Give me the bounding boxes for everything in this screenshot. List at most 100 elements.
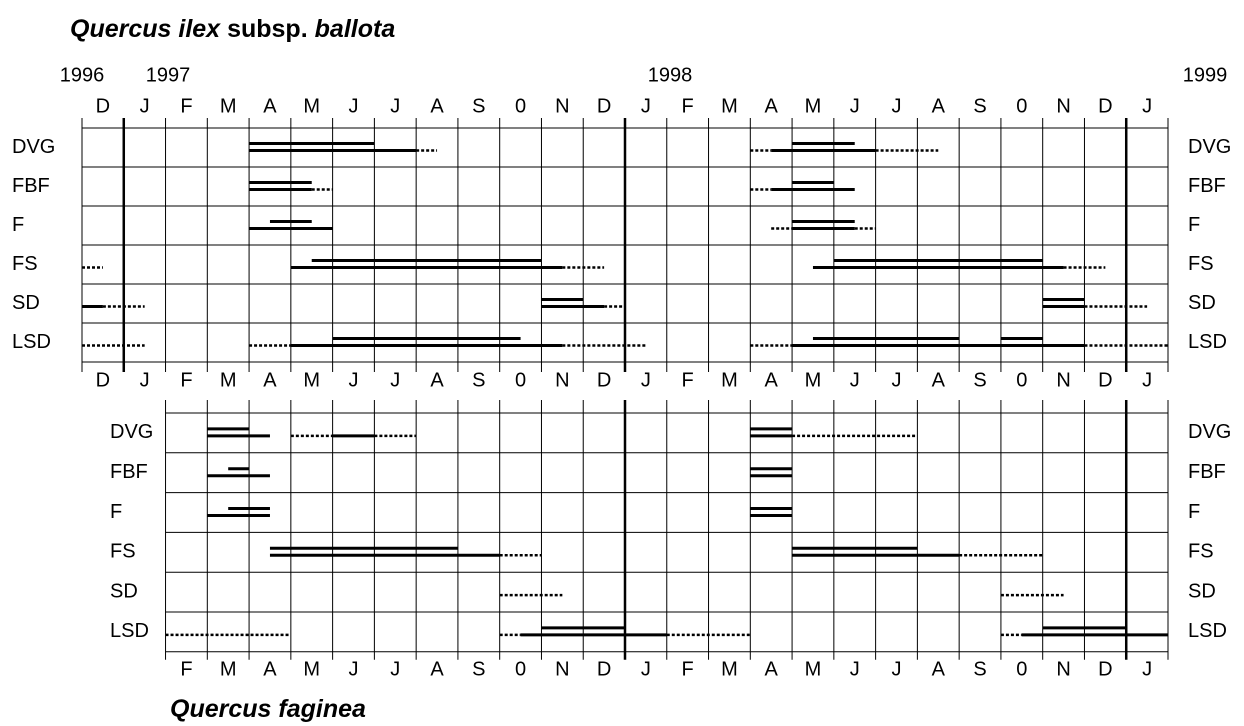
month-label: J	[850, 95, 860, 117]
row-label: FBF	[110, 461, 148, 483]
month-label: A	[430, 658, 444, 680]
month-label: J	[1142, 95, 1152, 117]
title-part: subsp.	[227, 15, 308, 43]
month-label: S	[472, 369, 485, 391]
month-label: N	[555, 369, 569, 391]
panel-title: Quercus faginea	[170, 695, 366, 723]
row-label: SD	[1188, 292, 1216, 314]
month-label: F	[180, 658, 192, 680]
row-label: DVG	[12, 136, 55, 158]
month-label: S	[973, 95, 986, 117]
month-label: J	[1142, 369, 1152, 391]
month-label: 0	[1016, 369, 1027, 391]
month-label: A	[765, 95, 779, 117]
month-label: D	[597, 95, 611, 117]
row-label: LSD	[12, 331, 51, 353]
month-label: J	[140, 369, 150, 391]
month-label: N	[1056, 658, 1070, 680]
month-label: 0	[1016, 658, 1027, 680]
month-label: F	[180, 369, 192, 391]
month-label: A	[430, 95, 444, 117]
month-label: J	[349, 95, 359, 117]
row-label: F	[12, 214, 24, 236]
title-part: Quercus faginea	[170, 695, 366, 723]
row-label: DVG	[1188, 421, 1231, 443]
month-label: A	[263, 95, 277, 117]
month-label: J	[349, 658, 359, 680]
month-label: A	[932, 658, 946, 680]
month-label: A	[430, 369, 444, 391]
month-label: A	[263, 658, 277, 680]
month-label: 0	[515, 95, 526, 117]
month-label: M	[805, 658, 822, 680]
month-label: J	[892, 95, 902, 117]
month-label: J	[892, 658, 902, 680]
month-label: F	[682, 658, 694, 680]
row-label: LSD	[1188, 620, 1227, 642]
month-label: A	[932, 95, 946, 117]
month-label: M	[721, 95, 738, 117]
title-part: Quercus ilex	[70, 15, 221, 43]
row-label: FBF	[1188, 175, 1226, 197]
row-label: SD	[1188, 580, 1216, 602]
month-label: S	[973, 658, 986, 680]
row-label: LSD	[110, 620, 149, 642]
month-label: F	[682, 369, 694, 391]
year-label: 1999	[1183, 64, 1228, 86]
month-label: M	[220, 369, 237, 391]
month-label: A	[932, 369, 946, 391]
month-label: 0	[1016, 95, 1027, 117]
month-label: J	[641, 95, 651, 117]
month-label: N	[1056, 95, 1070, 117]
year-label: 1997	[146, 64, 191, 86]
row-label: F	[110, 501, 122, 523]
panel-title: Quercus ilex subsp. ballota	[70, 15, 395, 43]
row-label: SD	[110, 580, 138, 602]
month-label: J	[390, 95, 400, 117]
row-label: FBF	[12, 175, 50, 197]
month-label: N	[1056, 369, 1070, 391]
row-label: LSD	[1188, 331, 1227, 353]
row-label: FS	[12, 253, 38, 275]
row-label: FS	[1188, 253, 1214, 275]
month-label: M	[721, 658, 738, 680]
row-label: FS	[110, 541, 136, 563]
month-label: J	[140, 95, 150, 117]
month-label: 0	[515, 369, 526, 391]
month-label: N	[555, 658, 569, 680]
row-label: DVG	[1188, 136, 1231, 158]
row-label: FBF	[1188, 461, 1226, 483]
month-label: M	[303, 95, 320, 117]
year-label: 1996	[60, 64, 105, 86]
month-label: M	[303, 369, 320, 391]
month-label: A	[765, 658, 779, 680]
month-label: A	[263, 369, 277, 391]
month-label: S	[472, 95, 485, 117]
month-label: A	[765, 369, 779, 391]
month-label: N	[555, 95, 569, 117]
month-label: D	[1098, 658, 1112, 680]
month-label: M	[721, 369, 738, 391]
month-label: D	[96, 95, 110, 117]
month-label: D	[597, 369, 611, 391]
month-label: M	[220, 95, 237, 117]
month-label: J	[1142, 658, 1152, 680]
row-label: SD	[12, 292, 40, 314]
month-label: M	[220, 658, 237, 680]
month-label: M	[303, 658, 320, 680]
row-label: DVG	[110, 421, 153, 443]
month-label: S	[472, 658, 485, 680]
row-label: F	[1188, 501, 1200, 523]
year-label: 1998	[648, 64, 693, 86]
month-label: J	[850, 369, 860, 391]
month-label: J	[390, 369, 400, 391]
month-label: M	[805, 95, 822, 117]
month-label: J	[641, 369, 651, 391]
month-label: D	[96, 369, 110, 391]
month-label: D	[1098, 95, 1112, 117]
month-label: J	[641, 658, 651, 680]
row-label: F	[1188, 214, 1200, 236]
month-label: J	[349, 369, 359, 391]
month-label: F	[682, 95, 694, 117]
